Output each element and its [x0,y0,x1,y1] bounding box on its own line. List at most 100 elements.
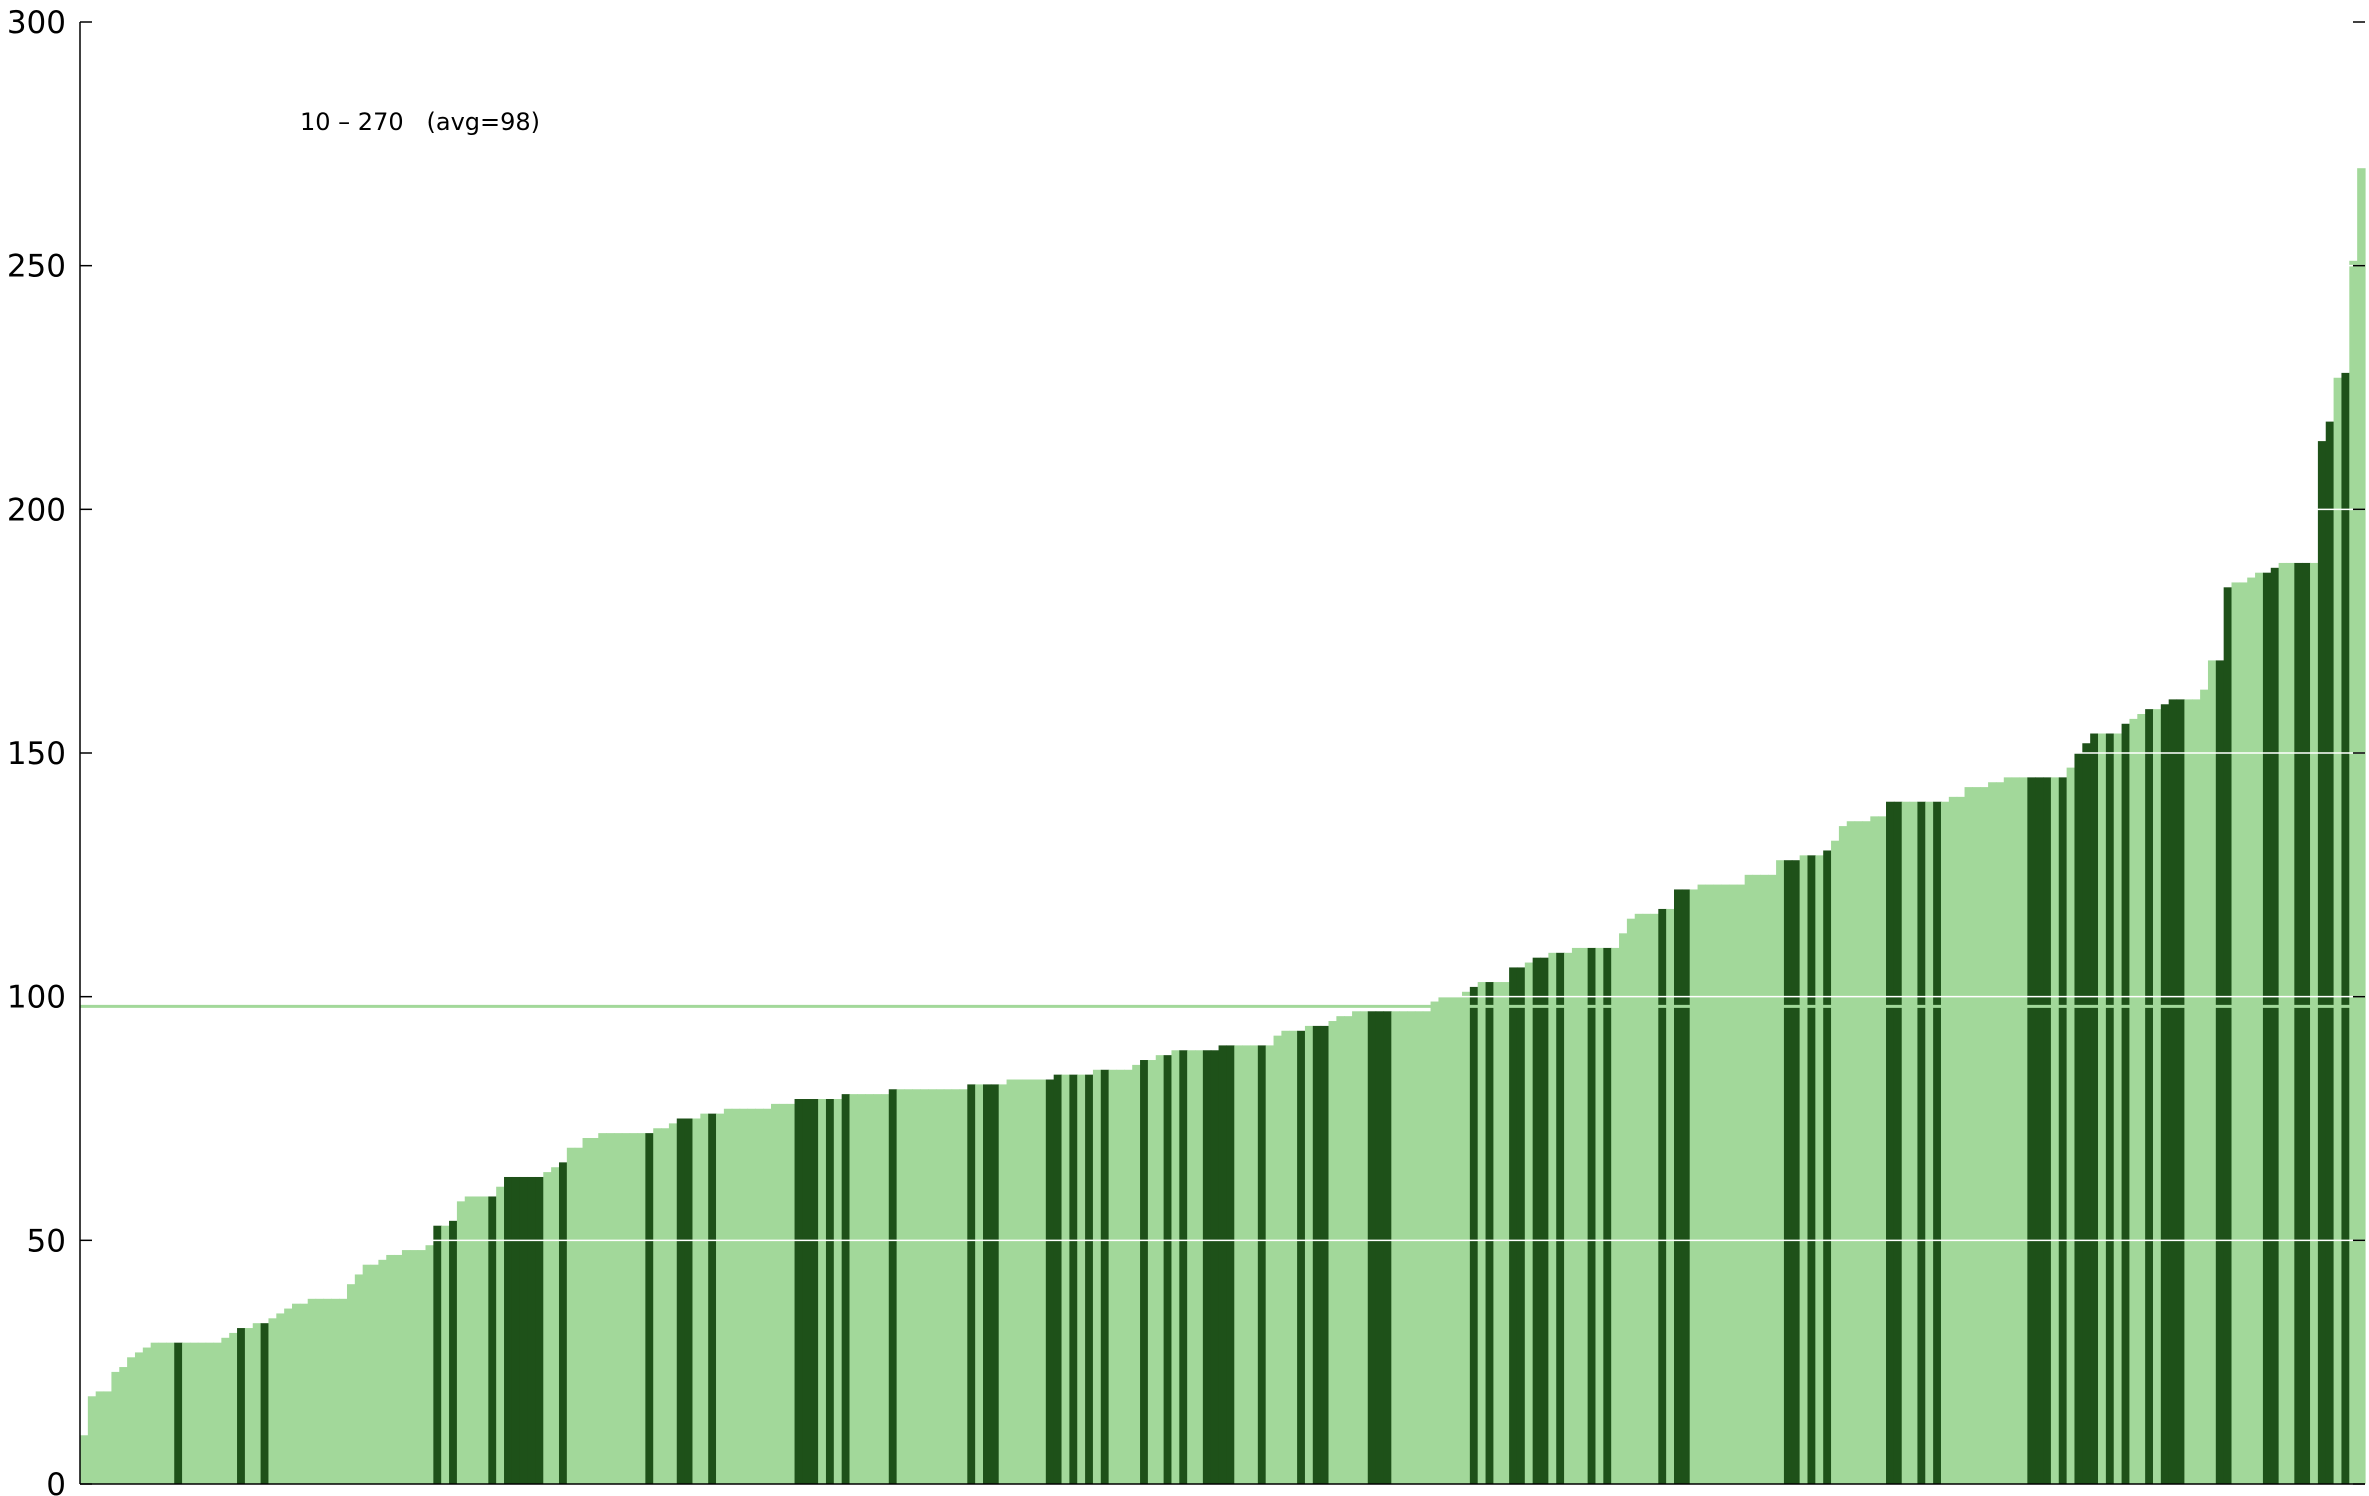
bar [1713,884,1722,1484]
bar [935,1089,945,1484]
bar [1202,1050,1212,1484]
bar [1493,982,1502,1484]
bar [80,1435,89,1484]
bar [1964,787,1973,1484]
bar [2286,562,2295,1484]
bar [1320,1025,1330,1484]
bar [2207,660,2217,1484]
bar [1728,884,1738,1484]
bar [1281,1030,1290,1484]
bar [1336,1016,1345,1484]
bar [1642,913,1652,1484]
bar [276,1313,285,1484]
bar [1359,1011,1369,1484]
range-annotation: 10 – 270 (avg=98) [300,108,540,136]
bar [880,1094,890,1484]
bar [1218,1045,1228,1484]
bar [865,1094,874,1484]
bar [2200,689,2209,1484]
bar [1501,982,1510,1484]
bar [2137,714,2146,1484]
bar [2333,377,2343,1484]
bar [362,1264,372,1484]
bar [684,1118,694,1484]
bar [1674,889,1683,1484]
bar [629,1133,639,1484]
bar [1893,801,1903,1484]
bar [111,1371,120,1484]
bar [252,1323,262,1484]
bar [511,1176,521,1484]
bar [449,1220,458,1484]
bar [1524,962,1534,1484]
bar [331,1298,340,1484]
bar [661,1128,670,1484]
bar [582,1137,591,1484]
bar [990,1084,1000,1484]
bar [1603,947,1612,1484]
bar [2176,699,2185,1484]
bar [189,1342,199,1484]
bar [1634,913,1644,1484]
bar [464,1196,474,1484]
bar [237,1328,246,1484]
y-tick-label: 100 [7,980,66,1016]
bar [197,1342,207,1484]
bar [873,1094,882,1484]
bar [1187,1050,1196,1484]
bar [1273,1035,1282,1484]
bar [2066,767,2076,1484]
bar [1768,874,1777,1484]
bar [1375,1011,1385,1484]
bar [551,1167,560,1484]
gridlines [80,264,2365,1242]
bar [1140,1060,1149,1484]
bar [2050,777,2060,1484]
bar [119,1367,128,1484]
bar [778,1103,788,1484]
bar [2011,777,2021,1484]
bar [2113,733,2123,1484]
bar [849,1094,858,1484]
bar [205,1342,215,1484]
bar [598,1133,607,1484]
bar [315,1298,325,1484]
bar [1085,1074,1094,1484]
bar [1619,933,1628,1484]
bar [2357,168,2366,1485]
bar [1014,1079,1023,1484]
bar [1226,1045,1235,1484]
bar [1045,1079,1055,1484]
bar [700,1113,709,1484]
bar [2302,562,2311,1484]
bar [1886,801,1895,1484]
bar [1399,1011,1408,1484]
bar [1658,908,1667,1484]
bar [1155,1055,1165,1484]
bar [260,1323,270,1484]
bar [213,1342,222,1484]
bar [2168,699,2178,1484]
bar [1053,1074,1063,1484]
bar [1069,1074,1078,1484]
bar [1870,816,1879,1484]
bar [292,1303,301,1484]
bar [566,1147,576,1484]
bar [1257,1045,1267,1484]
y-tick-label: 50 [27,1223,66,1259]
bar [2255,572,2264,1484]
bar [1265,1045,1275,1484]
bar [441,1225,450,1484]
bar [1516,967,1526,1484]
bar [1485,982,1494,1484]
bar [1100,1069,1110,1484]
bar [1564,952,1573,1484]
bar [967,1084,976,1484]
bar [920,1089,929,1484]
bar [755,1108,764,1484]
bar [1407,1011,1416,1484]
bar [645,1133,654,1484]
bar [1061,1074,1070,1484]
bar [1705,884,1714,1484]
bar [1862,821,1871,1484]
